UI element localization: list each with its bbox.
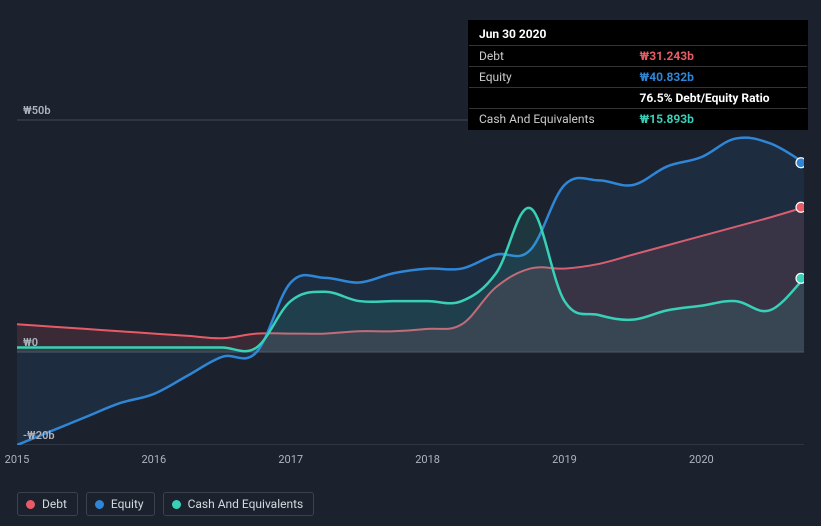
tooltip-row-value: 76.5% Debt/Equity Ratio bbox=[629, 88, 807, 109]
hover-tooltip: Jun 30 2020 Debt₩31.243bEquity₩40.832b76… bbox=[468, 20, 808, 130]
legend-dot bbox=[95, 500, 104, 509]
tooltip-row-label: Equity bbox=[469, 67, 629, 88]
tooltip-row-suffix: Debt/Equity Ratio bbox=[673, 91, 770, 105]
x-tick-label: 2017 bbox=[278, 453, 303, 466]
debt-equity-chart-container: { "chart": { "type": "area", "background… bbox=[0, 0, 821, 526]
legend-item-debt[interactable]: Debt bbox=[17, 492, 78, 516]
x-tick-label: 2015 bbox=[5, 453, 30, 466]
legend-label: Equity bbox=[111, 497, 144, 511]
tooltip-row-label bbox=[469, 88, 629, 109]
legend-label: Debt bbox=[42, 497, 67, 511]
y-tick-label: ₩0 bbox=[23, 336, 38, 349]
tooltip-row-value: ₩40.832b bbox=[629, 67, 807, 88]
y-tick-label: ₩50b bbox=[23, 104, 51, 117]
y-tick-label: -₩20b bbox=[23, 429, 55, 442]
tooltip-row-value: ₩15.893b bbox=[629, 109, 807, 130]
x-tick-label: 2019 bbox=[552, 453, 577, 466]
legend-label: Cash And Equivalents bbox=[188, 497, 304, 511]
x-tick-label: 2020 bbox=[689, 453, 714, 466]
tooltip-row-label: Cash And Equivalents bbox=[469, 109, 629, 130]
x-tick-label: 2016 bbox=[141, 453, 166, 466]
chart-legend: Debt Equity Cash And Equivalents bbox=[17, 492, 314, 516]
legend-item-cash-and-equivalents[interactable]: Cash And Equivalents bbox=[163, 492, 315, 516]
tooltip-date: Jun 30 2020 bbox=[469, 21, 807, 45]
legend-dot bbox=[172, 500, 181, 509]
tooltip-row-label: Debt bbox=[469, 46, 629, 67]
x-tick-label: 2018 bbox=[415, 453, 440, 466]
legend-item-equity[interactable]: Equity bbox=[86, 492, 155, 516]
legend-dot bbox=[26, 500, 35, 509]
tooltip-row-value: ₩31.243b bbox=[629, 46, 807, 67]
